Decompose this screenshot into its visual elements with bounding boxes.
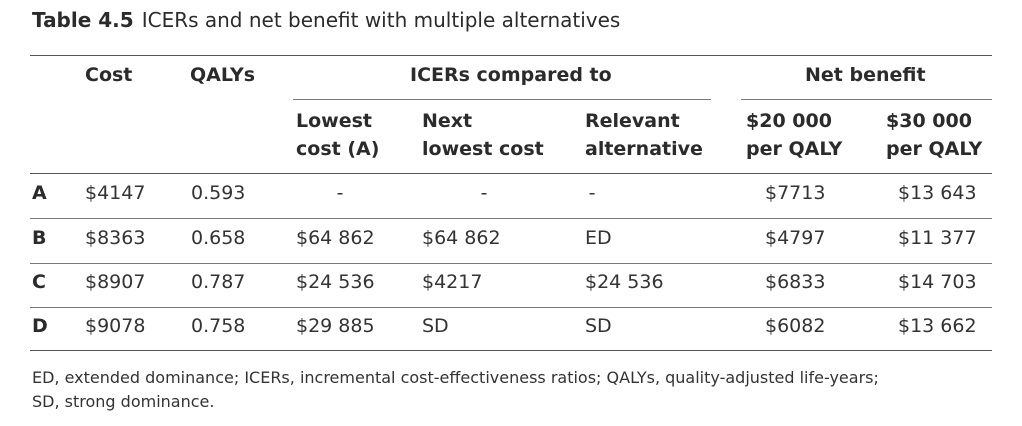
row-b-next: $64 862 xyxy=(422,227,501,249)
row-b-cost: $8363 xyxy=(85,227,146,249)
header-next-lowest-cost-line2: lowest cost xyxy=(422,138,544,160)
net-benefit-group-rule xyxy=(741,99,992,100)
row-a-lowest: - xyxy=(336,182,344,204)
header-nb-30000: $30 000 per QALY xyxy=(886,107,982,163)
icers-group-rule xyxy=(293,99,711,100)
row-a-label: A xyxy=(32,182,47,204)
table-caption: Table 4.5 ICERs and net benefit with mult… xyxy=(32,8,620,32)
row-c-lowest: $24 536 xyxy=(296,271,375,293)
top-rule xyxy=(30,55,992,56)
header-cost: Cost xyxy=(85,64,133,86)
header-nb-20000: $20 000 per QALY xyxy=(746,107,842,163)
row-c-relevant: $24 536 xyxy=(585,271,664,293)
table-title: ICERs and net benefit with multiple alte… xyxy=(141,8,621,32)
header-nb-30000-line2: per QALY xyxy=(886,138,983,160)
row-c-nb20: $6833 xyxy=(765,271,826,293)
row-d-lowest: $29 885 xyxy=(296,315,375,337)
row-b-qalys: 0.658 xyxy=(191,227,246,249)
row-c-qalys: 0.787 xyxy=(191,271,246,293)
row-a-relevant: - xyxy=(588,182,596,204)
row-d-qalys: 0.758 xyxy=(191,315,246,337)
table-number: Table 4.5 xyxy=(32,8,134,32)
header-relevant-alternative: Relevant alternative xyxy=(585,107,703,163)
row-c-cost: $8907 xyxy=(85,271,146,293)
header-relevant-alternative-line1: Relevant xyxy=(585,110,680,132)
footnote-line-2: SD, strong dominance. xyxy=(32,392,215,411)
row-rule-a xyxy=(30,218,992,219)
row-a-qalys: 0.593 xyxy=(191,182,246,204)
row-b-nb20: $4797 xyxy=(765,227,826,249)
header-lowest-cost-line2: cost (A) xyxy=(296,138,380,160)
header-nb-20000-line2: per QALY xyxy=(746,138,843,160)
header-relevant-alternative-line2: alternative xyxy=(585,138,703,160)
row-d-nb30: $13 662 xyxy=(898,315,977,337)
footnote-line-1: ED, extended dominance; ICERs, increment… xyxy=(32,368,879,387)
table-footnote: ED, extended dominance; ICERs, increment… xyxy=(32,366,992,414)
header-net-benefit-group: Net benefit xyxy=(805,64,926,86)
row-rule-b xyxy=(30,263,992,264)
row-a-cost: $4147 xyxy=(85,182,146,204)
row-d-label: D xyxy=(32,315,48,337)
header-icers-group: ICERs compared to xyxy=(410,64,612,86)
header-lowest-cost: Lowest cost (A) xyxy=(296,107,379,163)
header-nb-30000-line1: $30 000 xyxy=(886,110,972,132)
row-b-label: B xyxy=(32,227,47,249)
header-qalys: QALYs xyxy=(190,64,256,86)
row-d-relevant: SD xyxy=(585,315,612,337)
row-c-next: $4217 xyxy=(422,271,483,293)
bottom-rule xyxy=(30,350,992,351)
row-a-nb30: $13 643 xyxy=(898,182,977,204)
row-d-nb20: $6082 xyxy=(765,315,826,337)
row-rule-c xyxy=(30,307,992,308)
row-c-label: C xyxy=(32,271,46,293)
header-nb-20000-line1: $20 000 xyxy=(746,110,832,132)
row-d-cost: $9078 xyxy=(85,315,146,337)
row-d-next: SD xyxy=(422,315,449,337)
row-b-lowest: $64 862 xyxy=(296,227,375,249)
row-c-nb30: $14 703 xyxy=(898,271,977,293)
header-next-lowest-cost-line1: Next xyxy=(422,110,473,132)
header-rule xyxy=(30,173,992,174)
row-b-relevant: ED xyxy=(585,227,612,249)
row-a-nb20: $7713 xyxy=(765,182,826,204)
row-b-nb30: $11 377 xyxy=(898,227,977,249)
header-lowest-cost-line1: Lowest xyxy=(296,110,372,132)
row-a-next: - xyxy=(480,182,488,204)
header-next-lowest-cost: Next lowest cost xyxy=(422,107,544,163)
